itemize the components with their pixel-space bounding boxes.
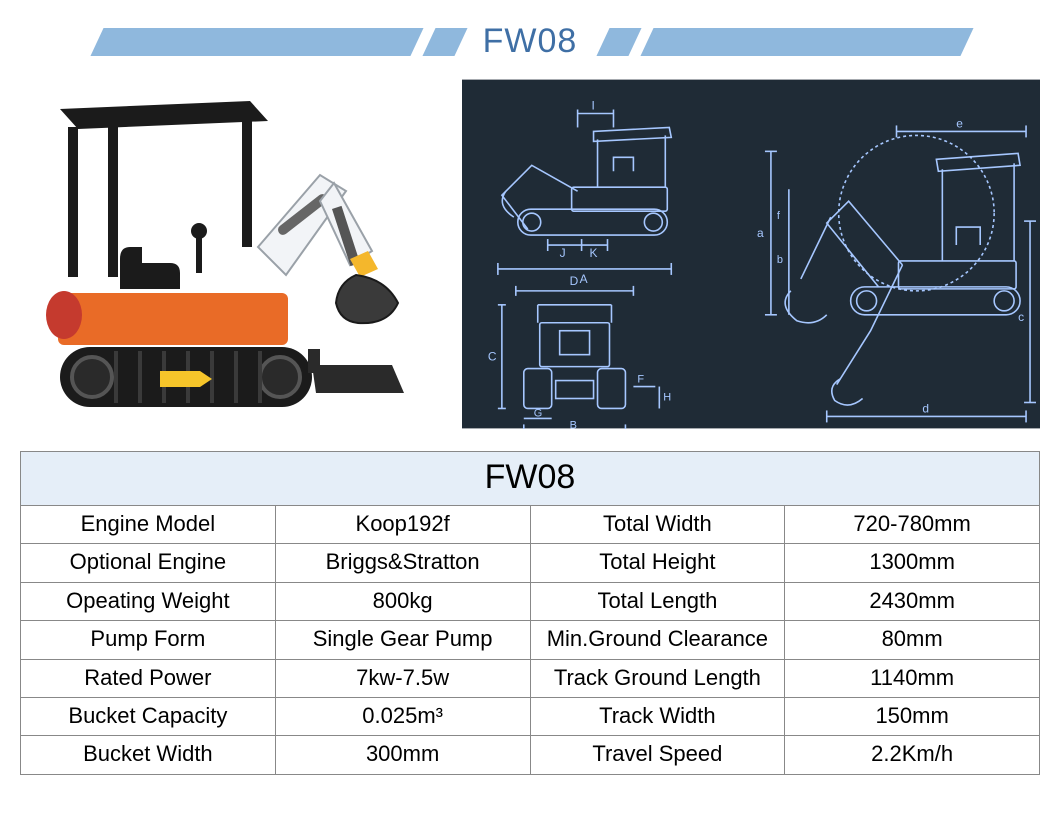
table-cell: Min.Ground Clearance bbox=[530, 621, 785, 659]
table-row: Optional EngineBriggs&StrattonTotal Heig… bbox=[21, 544, 1040, 582]
table-cell: Rated Power bbox=[21, 659, 276, 697]
product-title: FW08 bbox=[483, 22, 578, 61]
svg-text:A: A bbox=[580, 272, 588, 286]
title-banner: FW08 bbox=[20, 0, 1040, 79]
table-cell: Track Ground Length bbox=[530, 659, 785, 697]
table-cell: Total Length bbox=[530, 582, 785, 620]
table-cell: 1300mm bbox=[785, 544, 1040, 582]
table-cell: Koop192f bbox=[275, 506, 530, 544]
spec-table-caption: FW08 bbox=[21, 452, 1040, 506]
svg-text:B: B bbox=[570, 419, 577, 429]
table-cell: Total Height bbox=[530, 544, 785, 582]
table-cell: 150mm bbox=[785, 697, 1040, 735]
svg-text:D: D bbox=[570, 274, 579, 288]
table-row: Opeating Weight800kgTotal Length2430mm bbox=[21, 582, 1040, 620]
table-cell: Pump Form bbox=[21, 621, 276, 659]
table-cell: Bucket Width bbox=[21, 736, 276, 774]
svg-text:b: b bbox=[777, 254, 783, 266]
table-cell: 300mm bbox=[275, 736, 530, 774]
table-cell: 80mm bbox=[785, 621, 1040, 659]
table-cell: Total Width bbox=[530, 506, 785, 544]
table-row: Rated Power7kw-7.5wTrack Ground Length11… bbox=[21, 659, 1040, 697]
svg-text:K: K bbox=[590, 246, 598, 260]
table-cell: Bucket Capacity bbox=[21, 697, 276, 735]
svg-text:C: C bbox=[488, 350, 497, 364]
table-row: Bucket Width300mmTravel Speed2.2Km/h bbox=[21, 736, 1040, 774]
svg-text:H: H bbox=[663, 391, 671, 403]
table-cell: Travel Speed bbox=[530, 736, 785, 774]
product-photo bbox=[20, 79, 440, 429]
table-cell: Engine Model bbox=[21, 506, 276, 544]
table-cell: 1140mm bbox=[785, 659, 1040, 697]
table-cell: Single Gear Pump bbox=[275, 621, 530, 659]
svg-text:J: J bbox=[560, 246, 566, 260]
table-cell: 800kg bbox=[275, 582, 530, 620]
table-row: Pump FormSingle Gear PumpMin.Ground Clea… bbox=[21, 621, 1040, 659]
table-cell: 7kw-7.5w bbox=[275, 659, 530, 697]
svg-text:F: F bbox=[637, 374, 644, 386]
table-cell: Opeating Weight bbox=[21, 582, 276, 620]
banner-decoration-left bbox=[97, 28, 457, 56]
technical-blueprint: I J K A bbox=[462, 79, 1040, 429]
svg-text:d: d bbox=[922, 401, 929, 415]
svg-text:G: G bbox=[534, 407, 543, 419]
spec-table: FW08 Engine ModelKoop192fTotal Width720-… bbox=[20, 451, 1040, 775]
svg-text:e: e bbox=[956, 116, 963, 130]
image-row: I J K A bbox=[20, 79, 1040, 429]
table-cell: 2.2Km/h bbox=[785, 736, 1040, 774]
table-cell: 0.025m³ bbox=[275, 697, 530, 735]
table-cell: Track Width bbox=[530, 697, 785, 735]
table-cell: 720-780mm bbox=[785, 506, 1040, 544]
table-cell: Briggs&Stratton bbox=[275, 544, 530, 582]
table-cell: 2430mm bbox=[785, 582, 1040, 620]
table-cell: Optional Engine bbox=[21, 544, 276, 582]
svg-text:a: a bbox=[757, 226, 764, 240]
banner-decoration-right bbox=[603, 28, 963, 56]
svg-text:c: c bbox=[1018, 310, 1024, 324]
svg-text:I: I bbox=[592, 99, 595, 113]
table-row: Engine ModelKoop192fTotal Width720-780mm bbox=[21, 506, 1040, 544]
table-row: Bucket Capacity0.025m³Track Width150mm bbox=[21, 697, 1040, 735]
